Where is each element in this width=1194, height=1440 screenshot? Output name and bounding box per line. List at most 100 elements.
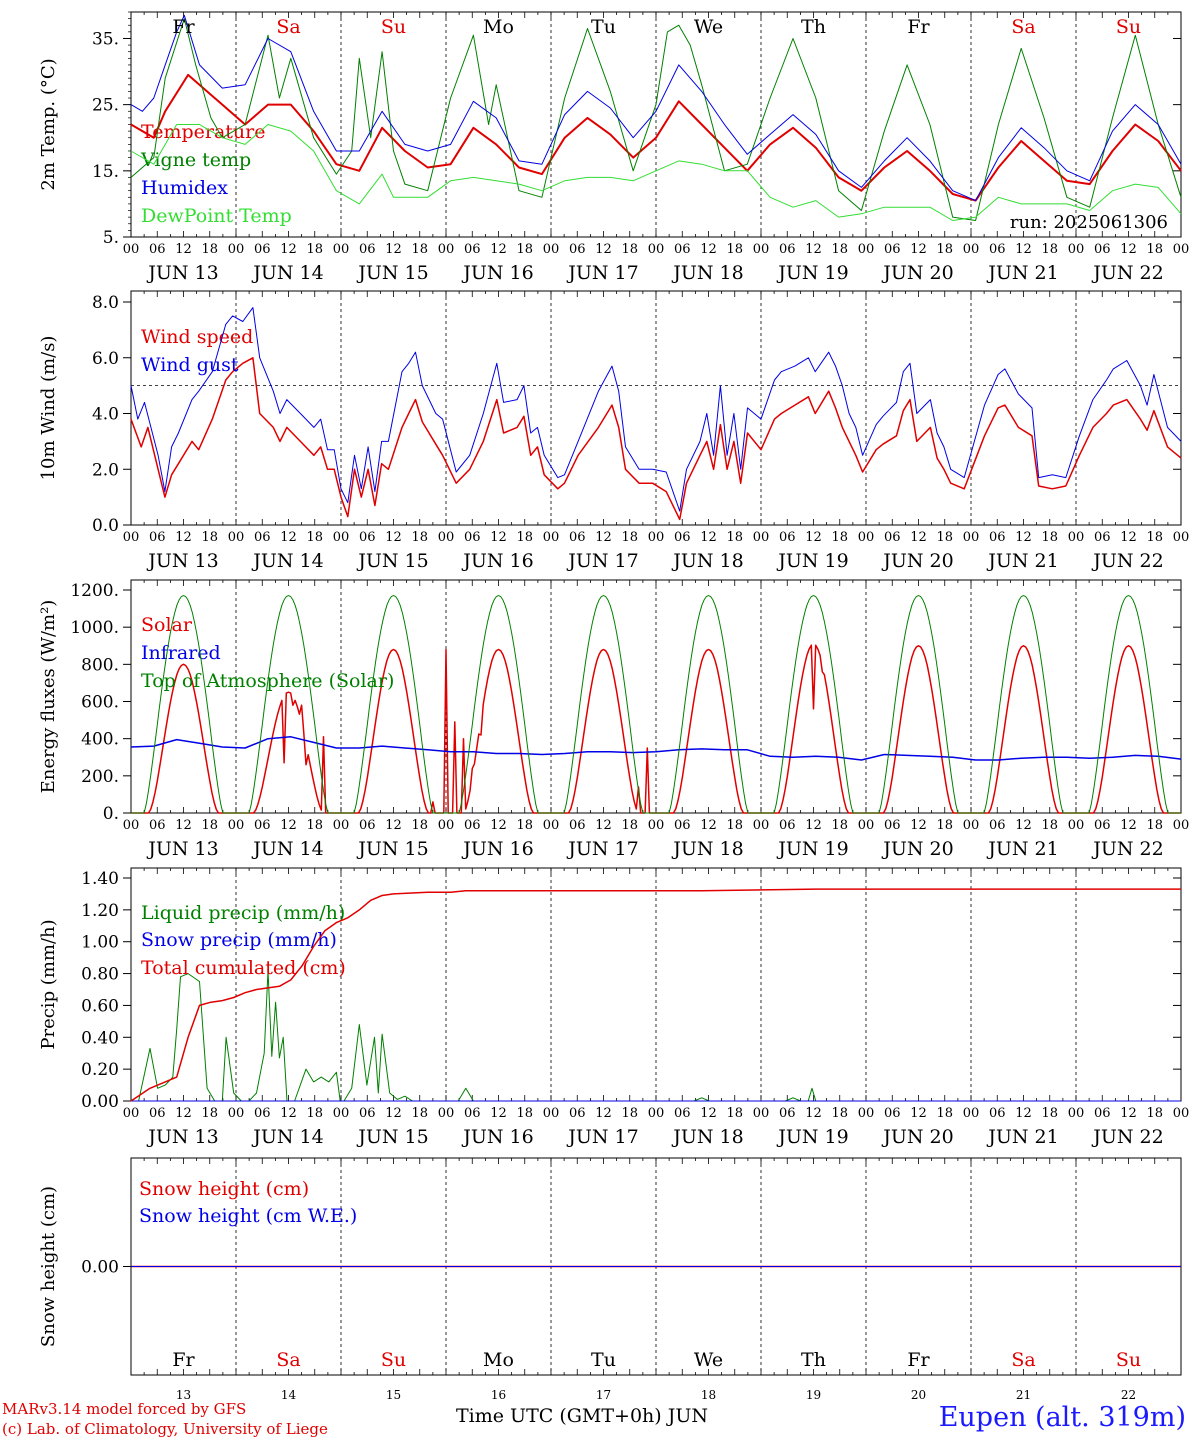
hour-tick-label: 18 [1041, 1106, 1058, 1121]
y-tick-label: 4.0 [92, 405, 119, 425]
hour-tick-label: 00 [648, 818, 665, 833]
series-line-top-of-atmosphere-solar [131, 595, 1181, 814]
hour-tick-label: 12 [805, 530, 822, 545]
hour-tick-label: 06 [674, 818, 691, 833]
legend-entry: Temperature [141, 121, 265, 143]
legend-entry: Vigne temp [140, 149, 251, 171]
hour-tick-label: 12 [175, 242, 192, 257]
weekday-label: Sa [1011, 1349, 1035, 1371]
plot-frame [130, 11, 1182, 238]
y-tick-label: 35. [92, 29, 119, 49]
hour-tick-label: 00 [123, 530, 140, 545]
hour-tick-label: 12 [910, 818, 927, 833]
hour-tick-label: 00 [543, 242, 560, 257]
x-axis-title: Time UTC (GMT+0h) JUN [456, 1405, 708, 1427]
weekday-label: Fr [172, 1349, 195, 1371]
weekday-label: Th [801, 16, 826, 38]
hour-tick-label: 00 [858, 818, 875, 833]
day-number-label: 18 [701, 1388, 716, 1402]
date-label: JUN 22 [1091, 262, 1163, 284]
hour-tick-label: 12 [700, 530, 717, 545]
hour-tick-label: 00 [123, 1106, 140, 1121]
y-tick-label: 8.0 [92, 293, 119, 313]
hour-tick-label: 00 [648, 530, 665, 545]
hour-tick-label: 00 [543, 818, 560, 833]
date-label: JUN 13 [146, 1126, 218, 1148]
hour-tick-label: 00 [1068, 1106, 1085, 1121]
hour-tick-label: 12 [700, 242, 717, 257]
date-label: JUN 16 [461, 262, 533, 284]
hour-tick-label: 18 [1041, 818, 1058, 833]
date-label: JUN 15 [356, 1126, 428, 1148]
hour-tick-label: 12 [175, 1106, 192, 1121]
hour-tick-label: 18 [1041, 242, 1058, 257]
hour-tick-label: 00 [543, 1106, 560, 1121]
legend-entry: Humidex [141, 177, 228, 199]
y-tick-label: 200. [81, 767, 119, 787]
legend-entry: Wind speed [141, 326, 253, 348]
weekday-label: Sa [276, 16, 300, 38]
y-tick-label: 400. [81, 730, 119, 750]
hour-tick-label: 06 [884, 242, 901, 257]
series-line-temperature [130, 73, 1182, 202]
legend-entry: Top of Atmosphere (Solar) [141, 670, 394, 692]
weekday-label: We [694, 16, 723, 38]
day-number-label: 22 [1121, 1388, 1136, 1402]
series-line-vigne-temp [130, 18, 1182, 221]
hour-tick-label: 18 [621, 818, 638, 833]
hour-tick-label: 06 [1094, 818, 1111, 833]
y-tick-label: 15. [92, 162, 119, 182]
hour-tick-label: 00 [963, 242, 980, 257]
date-label: JUN 16 [461, 838, 533, 860]
hour-tick-label: 06 [1094, 530, 1111, 545]
hour-tick-label: 18 [411, 1106, 428, 1121]
hour-tick-label: 06 [884, 530, 901, 545]
hour-tick-label: 18 [1146, 242, 1163, 257]
hour-tick-label: 18 [516, 242, 533, 257]
hour-tick-label: 06 [884, 1106, 901, 1121]
hour-tick-label: 12 [385, 1106, 402, 1121]
hour-tick-label: 12 [1015, 530, 1032, 545]
hour-tick-label: 00 [228, 242, 245, 257]
hour-tick-label: 06 [779, 242, 796, 257]
hour-tick-label: 00 [1173, 1106, 1190, 1121]
hour-tick-label: 06 [569, 818, 586, 833]
hour-tick-label: 00 [1173, 530, 1190, 545]
y-tick-label: 1.20 [81, 901, 119, 921]
hour-tick-label: 12 [490, 1106, 507, 1121]
model-credit: MARv3.14 model forced by GFS [2, 1400, 247, 1418]
weekday-label: Fr [907, 1349, 930, 1371]
hour-tick-label: 12 [700, 818, 717, 833]
y-tick-label: 1.40 [81, 869, 119, 889]
date-label: JUN 19 [776, 838, 848, 860]
weekday-label: Fr [907, 16, 930, 38]
hour-tick-label: 12 [1015, 1106, 1032, 1121]
y-axis-label: Snow height (cm) [38, 1186, 59, 1347]
y-tick-label: 25. [92, 96, 119, 116]
hour-tick-label: 18 [201, 530, 218, 545]
weekday-label: Mo [483, 16, 514, 38]
hour-tick-label: 18 [1146, 1106, 1163, 1121]
y-tick-label: 2.0 [92, 460, 119, 480]
hour-tick-label: 18 [306, 818, 323, 833]
hour-tick-label: 06 [569, 1106, 586, 1121]
y-tick-label: 5. [103, 228, 119, 248]
hour-tick-label: 06 [779, 818, 796, 833]
station-name: Eupen (alt. 319m) [938, 1402, 1186, 1433]
weekday-label: Su [1116, 16, 1141, 38]
date-label: JUN 21 [986, 1126, 1058, 1148]
hour-tick-label: 12 [175, 818, 192, 833]
run-annotation: run: 2025061306 [1010, 212, 1168, 233]
date-label: JUN 19 [776, 262, 848, 284]
date-label: JUN 21 [986, 838, 1058, 860]
hour-tick-label: 06 [359, 1106, 376, 1121]
date-label: JUN 17 [566, 550, 638, 572]
date-label: JUN 14 [251, 262, 323, 284]
hour-tick-label: 18 [621, 1106, 638, 1121]
hour-tick-label: 12 [1120, 530, 1137, 545]
hour-tick-label: 12 [595, 530, 612, 545]
hour-tick-label: 18 [726, 818, 743, 833]
hour-tick-label: 00 [753, 1106, 770, 1121]
hour-tick-label: 06 [989, 1106, 1006, 1121]
